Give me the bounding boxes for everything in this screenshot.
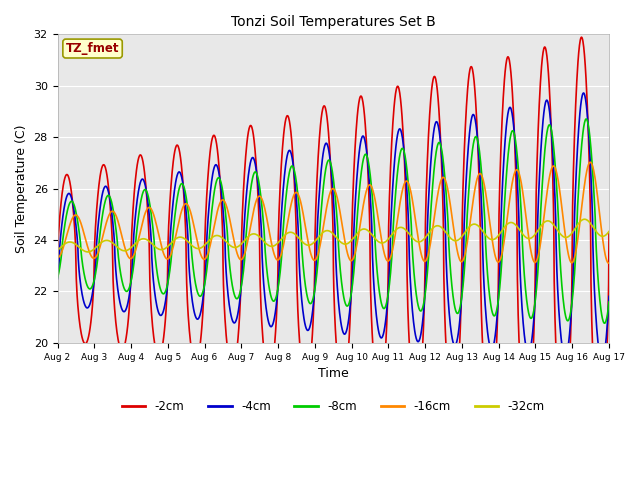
-16cm [177, 213, 184, 219]
-4cm [598, 358, 605, 363]
-2cm [54, 255, 61, 261]
-2cm [177, 152, 184, 158]
Y-axis label: Soil Temperature (C): Soil Temperature (C) [15, 124, 28, 253]
-32cm [419, 237, 427, 243]
Text: TZ_fmet: TZ_fmet [66, 42, 119, 55]
-8cm [163, 285, 171, 290]
-4cm [177, 170, 184, 176]
-16cm [419, 256, 427, 262]
-8cm [54, 275, 61, 281]
-2cm [491, 374, 499, 380]
-8cm [491, 312, 499, 318]
-16cm [163, 256, 171, 262]
-2cm [577, 34, 585, 40]
-16cm [491, 252, 499, 257]
-32cm [239, 240, 246, 246]
Line: -16cm: -16cm [58, 162, 609, 263]
-4cm [491, 336, 499, 341]
-32cm [492, 236, 499, 241]
-8cm [605, 299, 613, 305]
-32cm [84, 249, 92, 255]
Legend: -2cm, -4cm, -8cm, -16cm, -32cm: -2cm, -4cm, -8cm, -16cm, -32cm [117, 395, 550, 418]
Line: -8cm: -8cm [58, 119, 609, 323]
-2cm [238, 225, 246, 230]
-2cm [596, 430, 604, 436]
-32cm [54, 247, 61, 253]
-4cm [605, 294, 613, 300]
-16cm [605, 260, 612, 266]
-4cm [238, 276, 246, 281]
-16cm [540, 218, 547, 224]
-32cm [163, 244, 171, 250]
-16cm [605, 260, 613, 266]
-4cm [419, 318, 427, 324]
-2cm [163, 295, 171, 300]
-16cm [238, 256, 246, 262]
-32cm [580, 216, 588, 222]
-32cm [540, 220, 548, 226]
-8cm [582, 116, 590, 122]
-4cm [580, 90, 588, 96]
-8cm [600, 320, 608, 326]
-2cm [605, 229, 613, 235]
-4cm [540, 113, 547, 119]
-16cm [586, 159, 594, 165]
-8cm [419, 304, 427, 310]
-16cm [54, 255, 61, 261]
Line: -4cm: -4cm [58, 93, 609, 360]
-2cm [419, 340, 427, 346]
-4cm [54, 276, 61, 282]
-32cm [605, 228, 613, 234]
-4cm [163, 289, 171, 295]
-2cm [540, 47, 547, 53]
-8cm [540, 164, 547, 170]
-32cm [177, 234, 184, 240]
Line: -32cm: -32cm [58, 219, 609, 252]
-8cm [238, 280, 246, 286]
X-axis label: Time: Time [318, 367, 349, 380]
Line: -2cm: -2cm [58, 37, 609, 433]
Title: Tonzi Soil Temperatures Set B: Tonzi Soil Temperatures Set B [231, 15, 436, 29]
-8cm [177, 183, 184, 189]
